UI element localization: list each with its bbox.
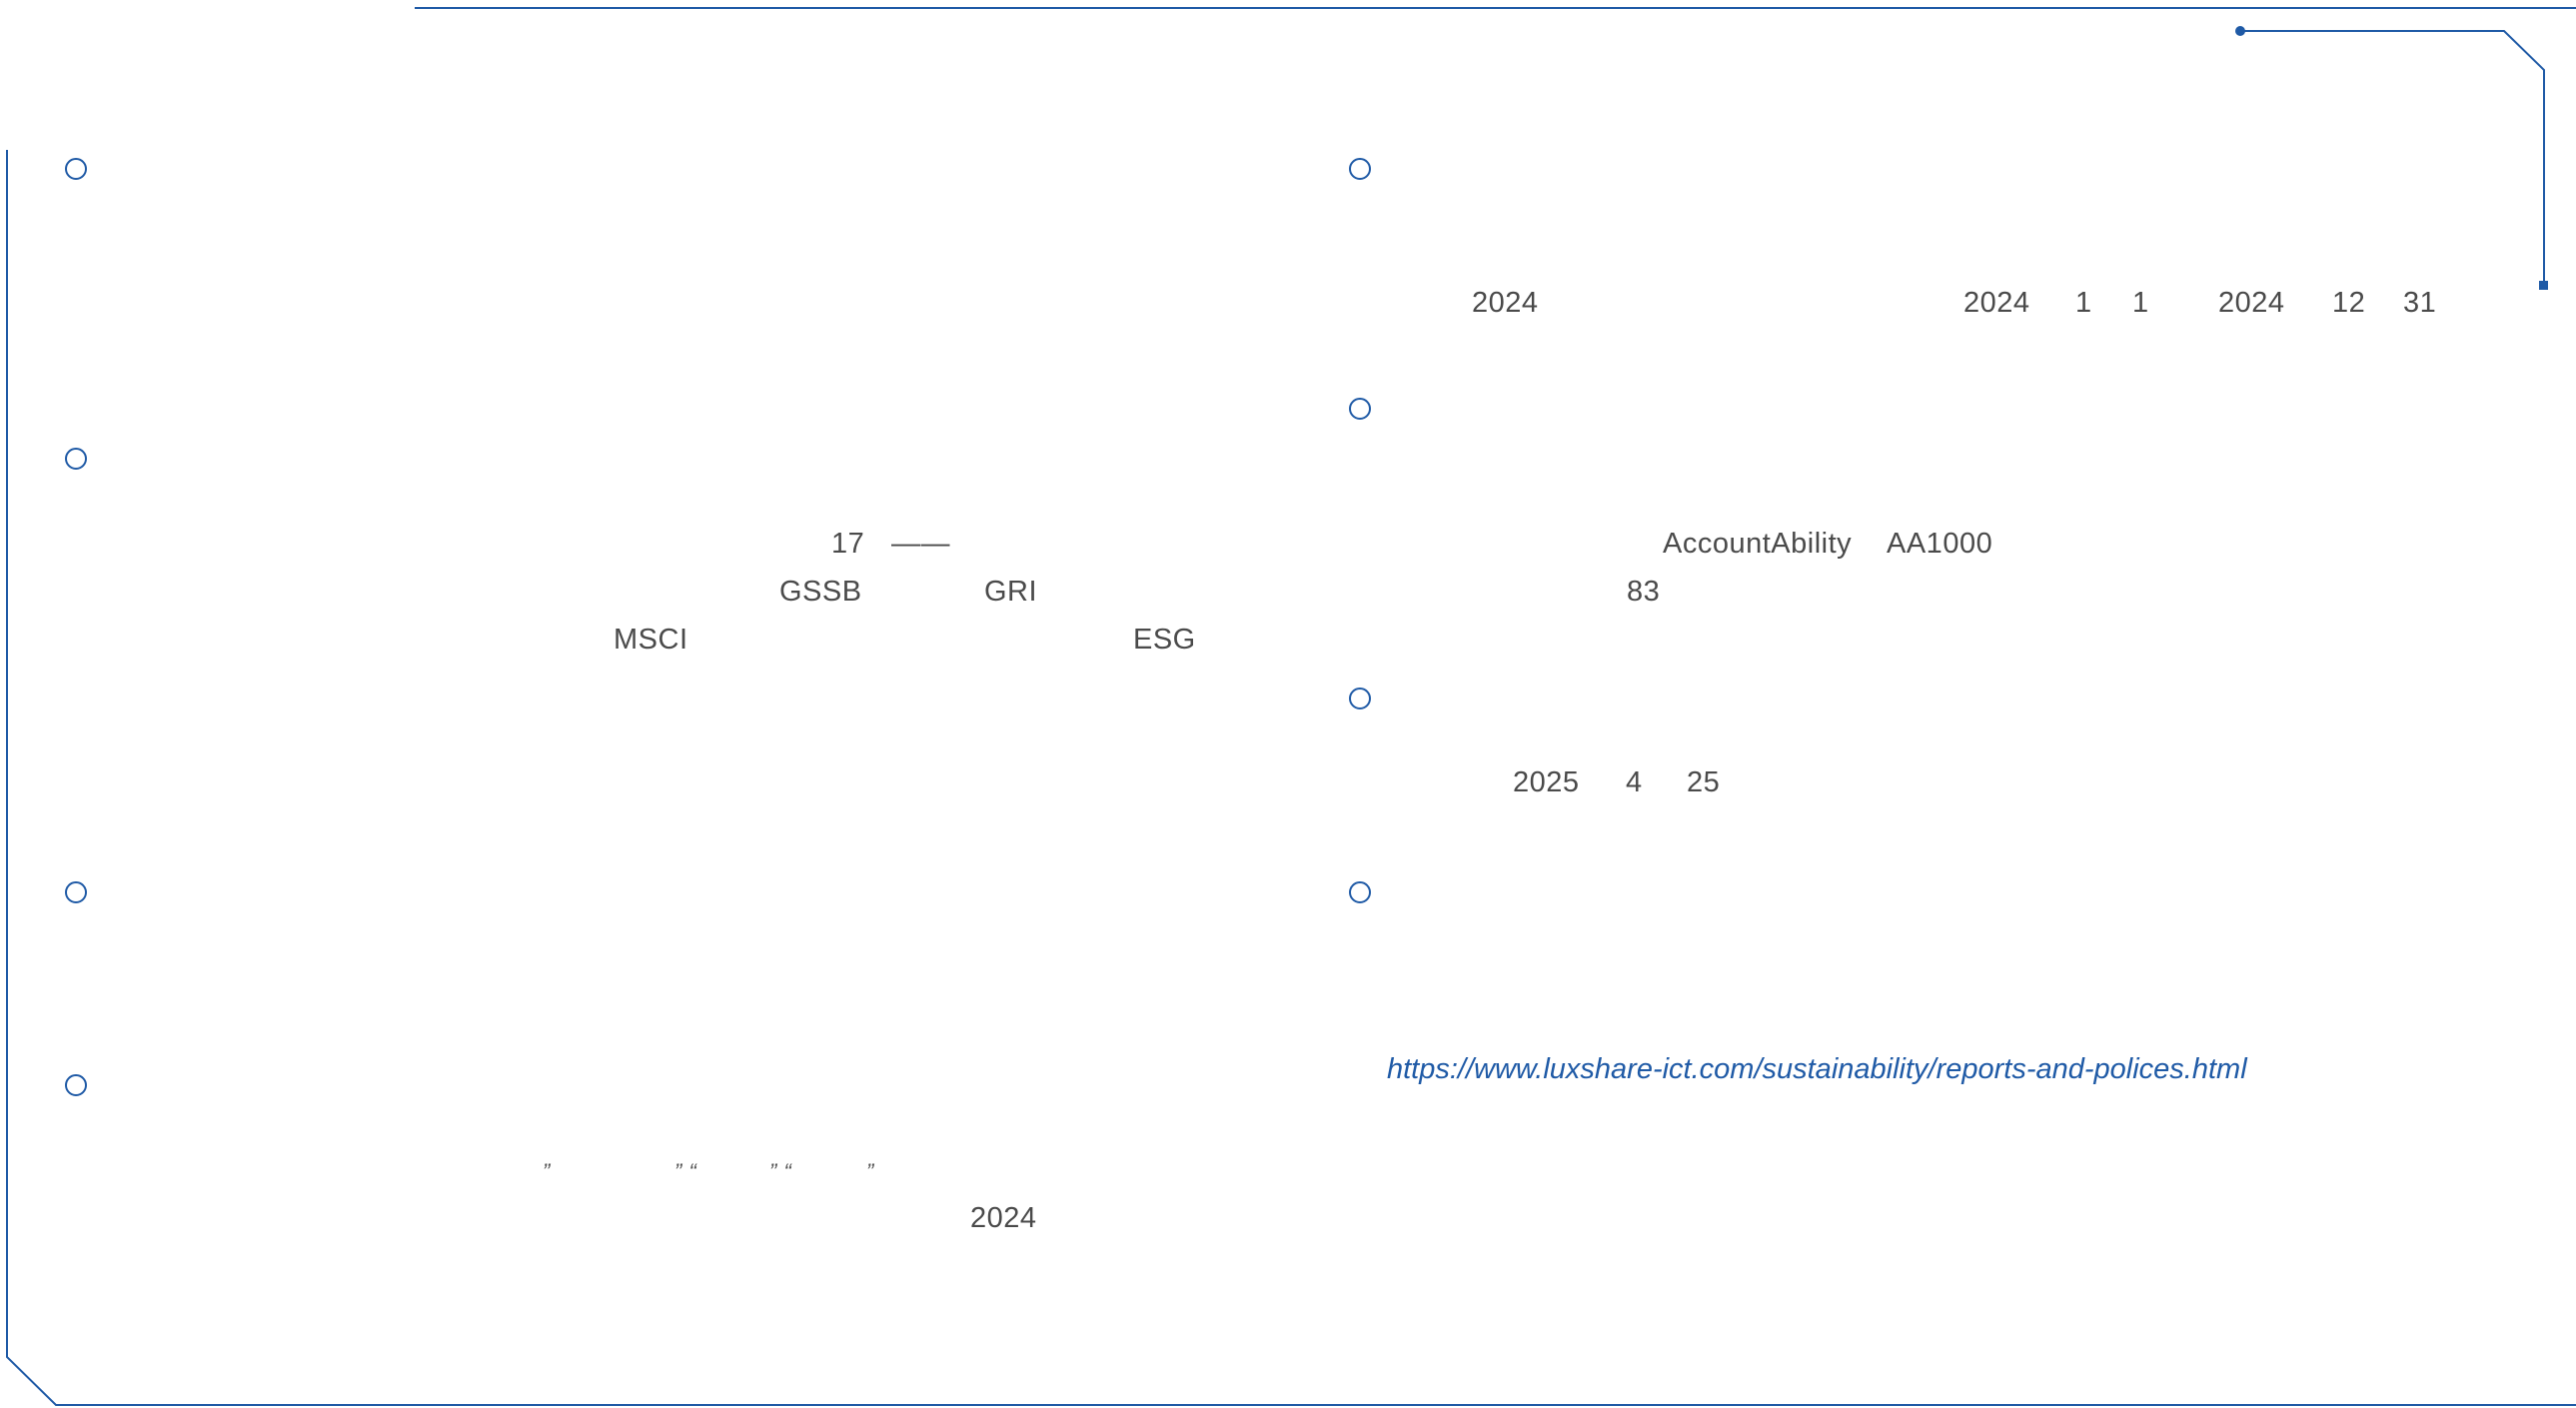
quote-mark: ” “ (674, 1159, 697, 1184)
report-download-link[interactable]: https://www.luxshare-ict.com/sustainabil… (1387, 1053, 2247, 1085)
assurance-count: 83 (1627, 576, 1661, 608)
standard-gssb: GSSB (779, 576, 862, 608)
quote-mark: ” (866, 1159, 874, 1184)
bullet-icon (65, 448, 87, 470)
bullet-icon (1349, 688, 1371, 709)
publish-day: 25 (1687, 766, 1721, 798)
period-start-year: 2024 (1963, 287, 2030, 319)
period-start-month: 1 (2075, 287, 2092, 319)
assurance-org: AccountAbility (1663, 528, 1853, 560)
period-start-day: 1 (2132, 287, 2149, 319)
bullet-icon (1349, 158, 1371, 180)
period-end-month: 12 (2332, 287, 2366, 319)
bullet-icon (65, 1074, 87, 1096)
circuit-end-square (2539, 281, 2548, 290)
quote-mark: ” “ (769, 1159, 792, 1184)
bullet-icon (65, 158, 87, 180)
rating-esg: ESG (1133, 624, 1196, 656)
left-bottom-border-line (6, 150, 2576, 1406)
quote-mark: ” (543, 1159, 551, 1184)
bullet-icon (1349, 398, 1371, 420)
assurance-standard: AA1000 (1887, 528, 1993, 560)
standard-gri: GRI (984, 576, 1038, 608)
bullet-icon (65, 881, 87, 903)
standards-count: 17 (831, 528, 865, 560)
em-dash: —— (891, 528, 950, 560)
report-year: 2024 (1472, 287, 1539, 319)
top-right-circuit-line (2240, 30, 2545, 286)
data-year: 2024 (970, 1202, 1037, 1234)
period-end-year: 2024 (2218, 287, 2285, 319)
publish-year: 2025 (1513, 766, 1580, 798)
publish-month: 4 (1626, 766, 1643, 798)
period-end-day: 31 (2403, 287, 2437, 319)
circuit-node-dot (2235, 26, 2245, 36)
rating-msci: MSCI (614, 624, 688, 656)
bullet-icon (1349, 881, 1371, 903)
